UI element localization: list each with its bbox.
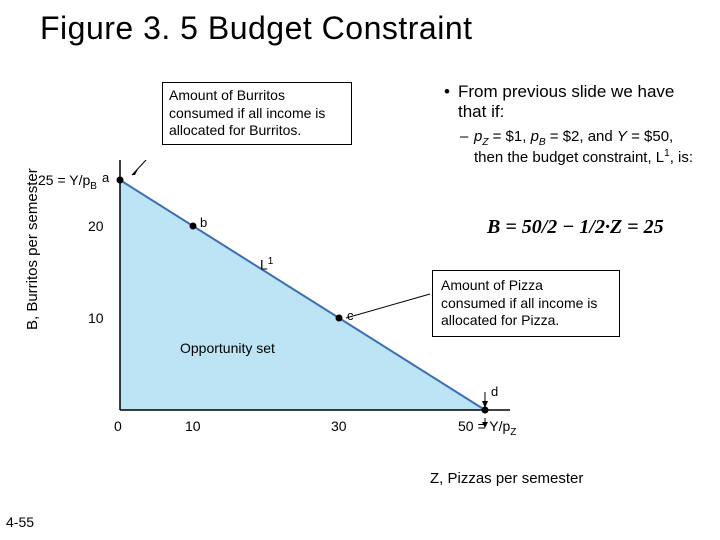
bullet-1: From previous slide we have that if:: [444, 82, 704, 122]
xtick-30: 30: [331, 418, 347, 434]
opportunity-set-label: Opportunity set: [180, 340, 275, 356]
xtick-50-text: 50 = Y/p: [458, 418, 510, 434]
label-d: d: [491, 384, 498, 399]
ytick-25: 25 = Y/pB: [38, 172, 97, 192]
ytick-20: 20: [88, 218, 104, 234]
slide: Figure 3. 5 Budget Constraint 4-55 B, Bu…: [0, 0, 720, 540]
ytick-25-text: 25 = Y/p: [38, 172, 90, 188]
eq-text: B = 50/2 − 1/2·Z = 25: [486, 216, 664, 238]
xtick-50: 50 = Y/pZ: [458, 418, 516, 438]
equation-image: B = 50/2 − 1/2·Z = 25: [482, 205, 692, 249]
bullet-block: From previous slide we have that if: pZ …: [444, 82, 704, 166]
xtick-0: 0: [114, 418, 122, 434]
b2-pb: p: [531, 128, 539, 145]
leader-d-arrow: [482, 401, 488, 408]
ytick-25-sub: B: [90, 181, 97, 192]
label-b: b: [200, 215, 207, 230]
point-b: [190, 223, 197, 230]
leader-pizza: [346, 294, 430, 318]
label-c: c: [347, 308, 354, 323]
point-a: [117, 177, 124, 184]
point-c: [336, 315, 343, 322]
label-L1: L1: [260, 256, 273, 273]
label-a: a: [102, 170, 109, 185]
label-L-sup: 1: [268, 256, 274, 267]
xtick-10: 10: [185, 418, 201, 434]
b2-t1: = $1,: [488, 128, 530, 145]
b2-y: Y: [617, 128, 627, 145]
leader-burrito: [132, 160, 160, 175]
ytick-10: 10: [88, 310, 104, 326]
b2-t2: = $2, and: [546, 128, 617, 145]
y-axis-label: B, Burritos per semester: [24, 168, 41, 330]
xtick-50-sub: Z: [510, 427, 516, 438]
x-axis-label: Z, Pizzas per semester: [430, 470, 583, 487]
b2-pb-sub: B: [539, 137, 546, 148]
equation-svg: B = 50/2 − 1/2·Z = 25: [482, 205, 692, 249]
callout-pizza: Amount of Pizza consumed if all income i…: [432, 270, 620, 337]
b2-t4: , is:: [670, 149, 693, 166]
bullet-2: pZ = $1, pB = $2, and Y = $50, then the …: [444, 128, 704, 166]
label-L: L: [260, 257, 268, 273]
page-title: Figure 3. 5 Budget Constraint: [40, 10, 473, 47]
slide-number: 4-55: [6, 514, 34, 530]
callout-burrito: Amount of Burritos consumed if all incom…: [162, 82, 352, 145]
